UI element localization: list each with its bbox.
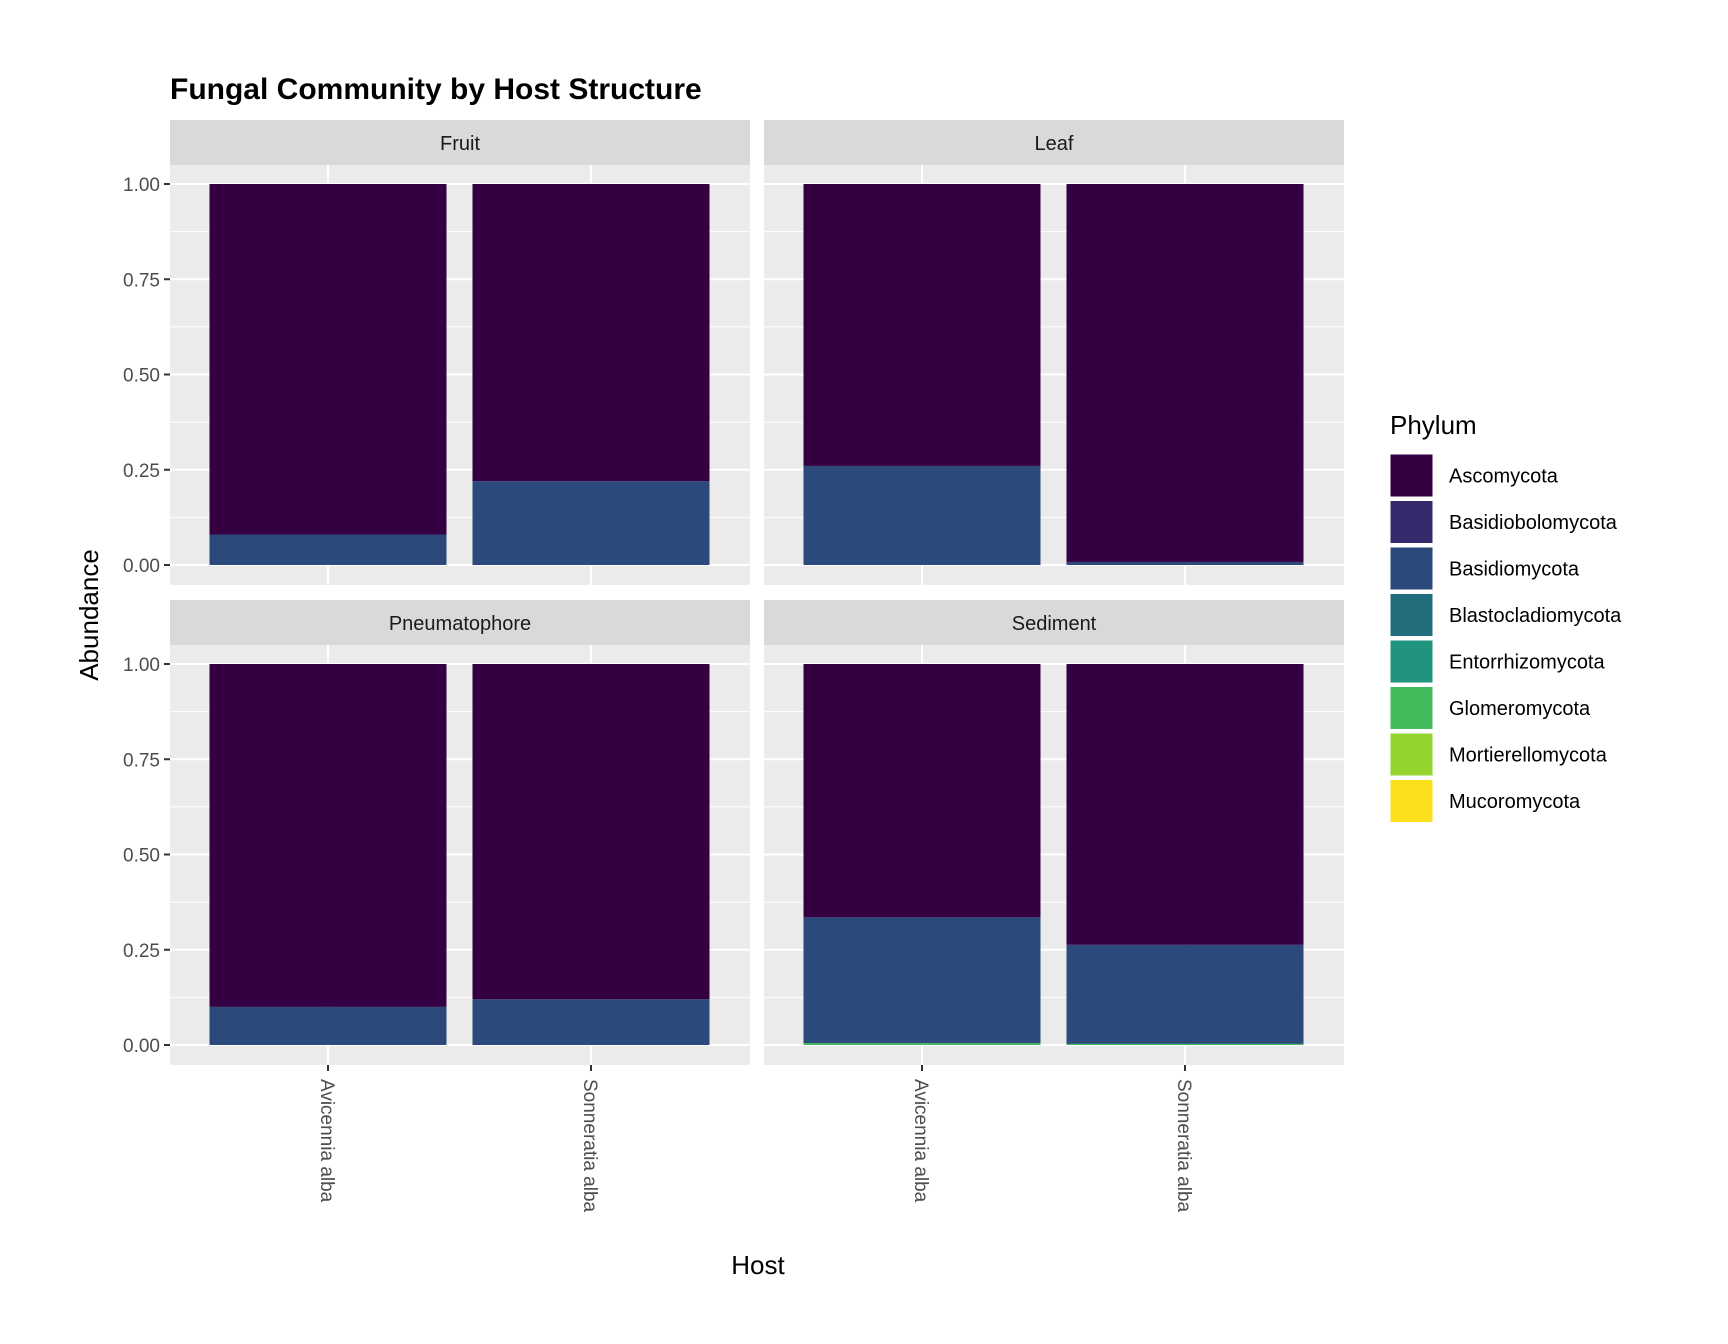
- legend-item-basidiobolomycota: Basidiobolomycota: [1389, 500, 1618, 544]
- y-tick-label: 0.25: [123, 941, 160, 962]
- legend-label: Basidiobolomycota: [1449, 512, 1618, 534]
- x-tick-label: Avicennia alba: [316, 1079, 337, 1203]
- bar-sonneratia-alba: [472, 184, 710, 565]
- legend-key: [1389, 639, 1434, 684]
- bar-sonneratia-alba: [1066, 184, 1304, 565]
- bar-avicennia-alba: [209, 664, 447, 1045]
- x-tick-label: Sonneratia alba: [1173, 1079, 1194, 1213]
- bar-segment-basidiomycota: [1066, 561, 1304, 565]
- legend-label: Ascomycota: [1449, 466, 1559, 488]
- bar-segment-basidiomycota: [803, 917, 1041, 1044]
- y-tick-label: 0.50: [123, 846, 160, 867]
- bar-segment-basidiomycota: [209, 1006, 447, 1045]
- facet-strip: [764, 600, 1344, 645]
- facet-panel-leaf: Leaf: [764, 120, 1344, 585]
- bar-avicennia-alba: [803, 664, 1041, 1045]
- facet-panels: Fruit 0.00 0.25 0.50 0.75 1.00 Leaf Pneumatopho…: [123, 120, 1344, 1065]
- bar-segment-ascomycota: [209, 184, 447, 535]
- legend-item-ascomycota: Ascomycota: [1389, 453, 1559, 498]
- facet-strip-label: Leaf: [1035, 133, 1074, 155]
- y-tick-label: 0.50: [123, 366, 160, 387]
- y-tick-label: 1.00: [123, 655, 160, 676]
- legend-label: Basidiomycota: [1449, 559, 1580, 581]
- legend-key: [1389, 593, 1434, 637]
- bar-segment-ascomycota: [472, 184, 710, 482]
- x-axis-title: Host: [731, 1250, 785, 1280]
- legend-label: Mortierellomycota: [1449, 745, 1608, 767]
- legend-item-entorrhizomycota: Entorrhizomycota: [1389, 639, 1605, 684]
- x-axis-ticks: Avicennia alba Sonneratia alba Avicennia a…: [316, 1065, 1194, 1213]
- legend-item-mucoromycota: Mucoromycota: [1389, 779, 1581, 823]
- bar-segment-glomeromycota: [1066, 1043, 1304, 1045]
- facet-panel-pneumatophore: Pneumatophore 0.00 0.25 0.50 0.75 1.00: [123, 600, 750, 1065]
- bar-sonneratia-alba: [472, 664, 710, 1045]
- x-tick-label: Sonneratia alba: [579, 1079, 600, 1213]
- legend-key: [1389, 546, 1434, 591]
- bar-segment-ascomycota: [1066, 184, 1304, 562]
- bar-segment-ascomycota: [803, 664, 1041, 918]
- legend-key: [1389, 779, 1434, 823]
- bar-segment-basidiomycota: [1066, 944, 1304, 1044]
- y-tick-label: 1.00: [123, 175, 160, 196]
- bar-segment-ascomycota: [472, 664, 710, 1000]
- legend-label: Mucoromycota: [1449, 791, 1581, 813]
- legend-items: Ascomycota Basidiobolomycota Basidiomycota…: [1389, 453, 1622, 823]
- facet-panel-sediment: Sediment: [764, 600, 1344, 1065]
- y-tick-label: 0.00: [123, 1036, 160, 1057]
- facet-strip: [170, 600, 750, 645]
- bar-avicennia-alba: [209, 184, 447, 565]
- bar-segment-glomeromycota: [803, 1043, 1041, 1045]
- legend-key: [1389, 732, 1434, 777]
- bar-segment-ascomycota: [803, 184, 1041, 466]
- x-tick-label: Avicennia alba: [910, 1079, 931, 1203]
- legend-key: [1389, 453, 1434, 498]
- facet-strip: [764, 120, 1344, 165]
- legend-item-blastocladiomycota: Blastocladiomycota: [1389, 593, 1622, 637]
- bar-segment-basidiomycota: [472, 481, 710, 565]
- legend: Phylum Ascomycota Basidiobolomycota Basidi…: [1389, 410, 1622, 823]
- facet-panel-fruit: Fruit 0.00 0.25 0.50 0.75 1.00: [123, 120, 750, 585]
- bar-segment-ascomycota: [1066, 664, 1304, 945]
- facet-strip-label: Fruit: [440, 133, 480, 155]
- y-tick-label: 0.75: [123, 750, 160, 771]
- legend-label: Blastocladiomycota: [1449, 605, 1622, 627]
- bar-segment-basidiomycota: [472, 999, 710, 1045]
- bar-segment-ascomycota: [209, 664, 447, 1007]
- facet-strip-label: Pneumatophore: [389, 613, 531, 635]
- legend-item-basidiomycota: Basidiomycota: [1389, 546, 1580, 591]
- facet-strip-label: Sediment: [1012, 613, 1097, 635]
- legend-title: Phylum: [1390, 410, 1477, 440]
- legend-label: Entorrhizomycota: [1449, 652, 1605, 674]
- y-tick-label: 0.75: [123, 270, 160, 291]
- bar-segment-basidiomycota: [803, 465, 1041, 565]
- y-tick-label: 0.00: [123, 556, 160, 577]
- y-tick-label: 0.25: [123, 461, 160, 482]
- legend-item-glomeromycota: Glomeromycota: [1389, 686, 1591, 730]
- legend-item-mortierellomycota: Mortierellomycota: [1389, 732, 1608, 777]
- facet-strip: [170, 120, 750, 165]
- y-axis-title: Abundance: [74, 549, 104, 681]
- chart-title: Fungal Community by Host Structure: [170, 73, 702, 106]
- bar-sonneratia-alba: [1066, 664, 1304, 1045]
- legend-key: [1389, 686, 1434, 730]
- bar-avicennia-alba: [803, 184, 1041, 565]
- bar-segment-basidiomycota: [209, 534, 447, 565]
- legend-label: Glomeromycota: [1449, 698, 1591, 720]
- legend-key: [1389, 500, 1434, 544]
